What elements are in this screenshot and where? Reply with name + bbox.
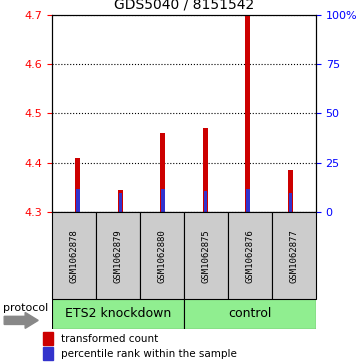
- Bar: [288, 170, 293, 212]
- Bar: [43, 332, 53, 345]
- Text: GSM1062876: GSM1062876: [245, 229, 255, 283]
- Text: GSM1062879: GSM1062879: [114, 229, 123, 283]
- Text: control: control: [228, 307, 272, 321]
- Bar: [203, 128, 208, 212]
- Bar: [184, 212, 228, 299]
- Bar: [96, 212, 140, 299]
- Bar: [289, 192, 292, 212]
- Bar: [161, 189, 165, 212]
- Bar: [246, 189, 249, 212]
- Bar: [204, 191, 207, 212]
- Bar: [52, 299, 184, 329]
- Text: protocol: protocol: [3, 303, 48, 313]
- Bar: [43, 347, 53, 360]
- Text: ETS2 knockdown: ETS2 knockdown: [65, 307, 171, 321]
- Bar: [76, 189, 79, 212]
- Text: GSM1062880: GSM1062880: [158, 229, 167, 283]
- Title: GDS5040 / 8151542: GDS5040 / 8151542: [114, 0, 254, 12]
- Text: percentile rank within the sample: percentile rank within the sample: [61, 349, 236, 359]
- Bar: [118, 190, 123, 212]
- Bar: [140, 212, 184, 299]
- Bar: [52, 212, 96, 299]
- Bar: [119, 192, 122, 212]
- Text: GSM1062878: GSM1062878: [70, 229, 79, 283]
- Bar: [245, 15, 251, 212]
- Bar: [75, 158, 81, 212]
- FancyArrow shape: [4, 313, 38, 329]
- Bar: [272, 212, 316, 299]
- Text: transformed count: transformed count: [61, 334, 158, 344]
- Text: GSM1062877: GSM1062877: [290, 229, 299, 283]
- Bar: [228, 212, 272, 299]
- Bar: [184, 299, 316, 329]
- Bar: [160, 133, 165, 212]
- Text: GSM1062875: GSM1062875: [201, 229, 210, 283]
